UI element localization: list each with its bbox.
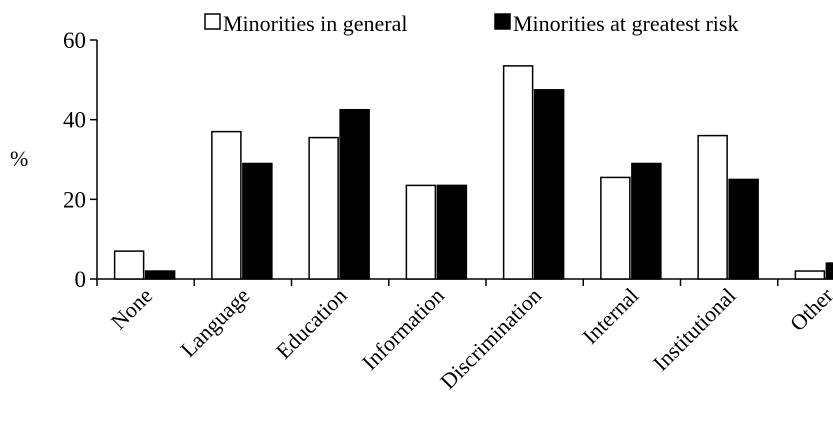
x-tick-label-language: Language bbox=[175, 283, 254, 362]
x-tick-label-institutional: Institutional bbox=[648, 283, 741, 376]
bar-education-series-1 bbox=[308, 136, 339, 280]
x-tick-label-information: Information bbox=[357, 283, 449, 375]
bar-none-series-2 bbox=[144, 270, 176, 280]
legend-swatch-minorities-in-general bbox=[204, 13, 221, 30]
legend-label-minorities-at-greatest-risk: Minorities at greatest risk bbox=[513, 11, 738, 36]
bar-discrimination-series-2 bbox=[533, 89, 565, 280]
x-tick-label-none: None bbox=[106, 283, 157, 334]
bar-education-series-2 bbox=[339, 108, 370, 280]
y-tick-label: 60 bbox=[63, 28, 86, 53]
bar-language-series-2 bbox=[242, 162, 273, 280]
bars bbox=[113, 65, 833, 280]
x-tick-label-discrimination: Discrimination bbox=[435, 283, 546, 394]
bar-institutional-series-1 bbox=[697, 134, 728, 280]
legend: Minorities in general Minorities at grea… bbox=[204, 11, 738, 36]
x-tick-label-education: Education bbox=[271, 283, 352, 364]
bar-language-series-1 bbox=[211, 130, 242, 280]
bar-information-series-1 bbox=[405, 184, 437, 280]
y-tick-label: 40 bbox=[63, 108, 86, 133]
legend-label-minorities-in-general: Minorities in general bbox=[223, 11, 408, 36]
bar-internal-series-1 bbox=[600, 176, 631, 280]
y-tick-label: 20 bbox=[63, 187, 86, 212]
bar-information-series-2 bbox=[436, 184, 468, 280]
y-tick-label: 0 bbox=[75, 267, 87, 292]
x-tick-label-internal: Internal bbox=[577, 283, 643, 349]
x-tick-label-other: Other bbox=[785, 282, 833, 336]
bar-discrimination-series-1 bbox=[502, 65, 534, 280]
legend-swatch-minorities-at-greatest-risk bbox=[494, 13, 511, 30]
bar-other-series-2 bbox=[825, 262, 833, 280]
bar-none-series-1 bbox=[113, 250, 145, 280]
bar-institutional-series-2 bbox=[728, 178, 759, 280]
bar-internal-series-2 bbox=[631, 162, 662, 280]
y-axis-label: % bbox=[10, 146, 28, 171]
bar-other-series-1 bbox=[794, 270, 826, 280]
